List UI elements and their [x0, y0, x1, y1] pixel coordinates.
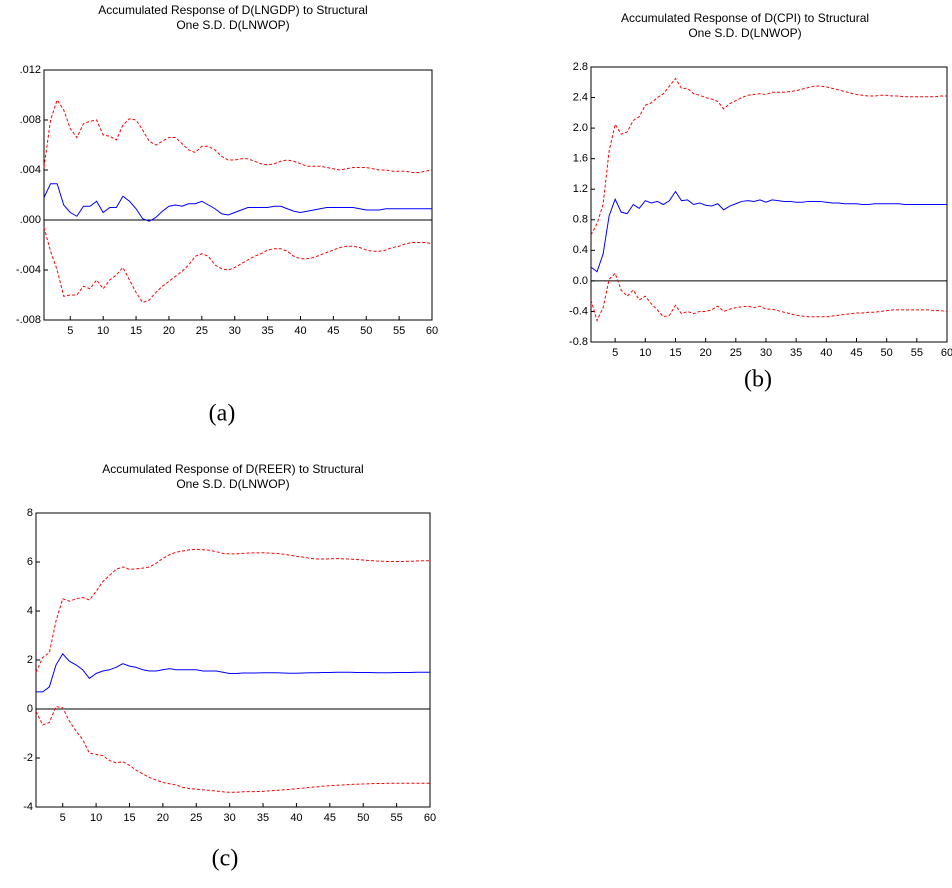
- x-tick-label: 5: [60, 812, 66, 824]
- x-tick-label: 60: [941, 347, 952, 359]
- y-tick-label: -4: [23, 801, 33, 813]
- response-line: [590, 190, 947, 273]
- response-line: [35, 548, 430, 673]
- y-tick-label: 2.4: [573, 91, 588, 103]
- x-tick-label: 20: [163, 325, 175, 337]
- y-tick-label: .000: [20, 214, 41, 226]
- x-tick-label: 45: [327, 325, 339, 337]
- x-tick-label: 35: [257, 812, 269, 824]
- x-tick-label: 30: [224, 812, 236, 824]
- plot-frame: [590, 66, 948, 343]
- x-tick-label: 50: [357, 812, 369, 824]
- response-line: [43, 98, 433, 173]
- chart-title: Accumulated Response of D(CPI) to Struct…: [621, 11, 869, 25]
- x-tick-label: 10: [90, 812, 102, 824]
- x-tick-label: 15: [123, 812, 135, 824]
- response-line: [43, 227, 433, 304]
- y-tick-label: -.008: [16, 314, 41, 326]
- x-tick-label: 35: [790, 347, 802, 359]
- caption: (c): [212, 846, 239, 872]
- y-tick-label: 0: [27, 703, 33, 715]
- response-line: [43, 183, 432, 222]
- x-tick-label: 5: [612, 347, 618, 359]
- chart-title: Accumulated Response of D(LNGDP) to Stru…: [98, 3, 367, 17]
- x-tick-label: 20: [700, 347, 712, 359]
- y-tick-label: 8: [27, 507, 33, 519]
- y-tick-label: 2.8: [573, 61, 588, 73]
- x-tick-label: 45: [324, 812, 336, 824]
- plot-frame: [35, 512, 431, 808]
- chart-title: One S.D. D(LNWOP): [688, 26, 801, 40]
- y-tick-label: 4: [27, 605, 33, 617]
- response-line: [590, 272, 948, 323]
- x-tick-label: 55: [911, 347, 923, 359]
- y-tick-label: 2.0: [573, 122, 588, 134]
- x-tick-label: 25: [730, 347, 742, 359]
- y-tick-label: -0.4: [569, 305, 588, 317]
- x-tick-label: 45: [850, 347, 862, 359]
- response-line: [36, 653, 430, 693]
- y-tick-label: -2: [23, 752, 33, 764]
- x-tick-label: 30: [760, 347, 772, 359]
- y-tick-label: 6: [27, 556, 33, 568]
- y-tick-label: 0.8: [573, 214, 588, 226]
- x-tick-label: 40: [290, 812, 302, 824]
- x-tick-label: 25: [190, 812, 202, 824]
- y-tick-label: 1.6: [573, 153, 588, 165]
- x-tick-label: 5: [67, 325, 73, 337]
- x-tick-label: 15: [669, 347, 681, 359]
- y-tick-label: 1.2: [573, 183, 588, 195]
- y-tick-label: 2: [27, 654, 33, 666]
- x-tick-label: 55: [390, 812, 402, 824]
- chart-title: One S.D. D(LNWOP): [176, 18, 289, 32]
- x-tick-label: 35: [261, 325, 273, 337]
- y-tick-label: 0.4: [573, 244, 588, 256]
- y-tick-label: 0.0: [573, 275, 588, 287]
- x-tick-label: 40: [820, 347, 832, 359]
- x-tick-label: 60: [426, 325, 438, 337]
- x-tick-label: 25: [196, 325, 208, 337]
- y-tick-label: -.004: [16, 264, 41, 276]
- y-tick-label: .012: [20, 64, 41, 76]
- chart-title: Accumulated Response of D(REER) to Struc…: [102, 462, 363, 476]
- x-tick-label: 50: [360, 325, 372, 337]
- caption: (a): [209, 401, 236, 427]
- y-tick-label: .004: [20, 164, 41, 176]
- x-tick-label: 15: [130, 325, 142, 337]
- chart-title: One S.D. D(LNWOP): [176, 477, 289, 491]
- x-tick-label: 10: [639, 347, 651, 359]
- x-tick-label: 55: [393, 325, 405, 337]
- response-line: [35, 705, 430, 793]
- plot-frame: [43, 69, 433, 321]
- y-tick-label: -0.8: [569, 336, 588, 348]
- x-tick-label: 60: [424, 812, 436, 824]
- x-tick-label: 10: [97, 325, 109, 337]
- x-tick-label: 50: [881, 347, 893, 359]
- y-tick-label: .008: [20, 114, 41, 126]
- x-tick-label: 40: [294, 325, 306, 337]
- response-line: [590, 77, 947, 236]
- x-tick-label: 20: [157, 812, 169, 824]
- x-tick-label: 30: [229, 325, 241, 337]
- caption: (b): [744, 367, 772, 393]
